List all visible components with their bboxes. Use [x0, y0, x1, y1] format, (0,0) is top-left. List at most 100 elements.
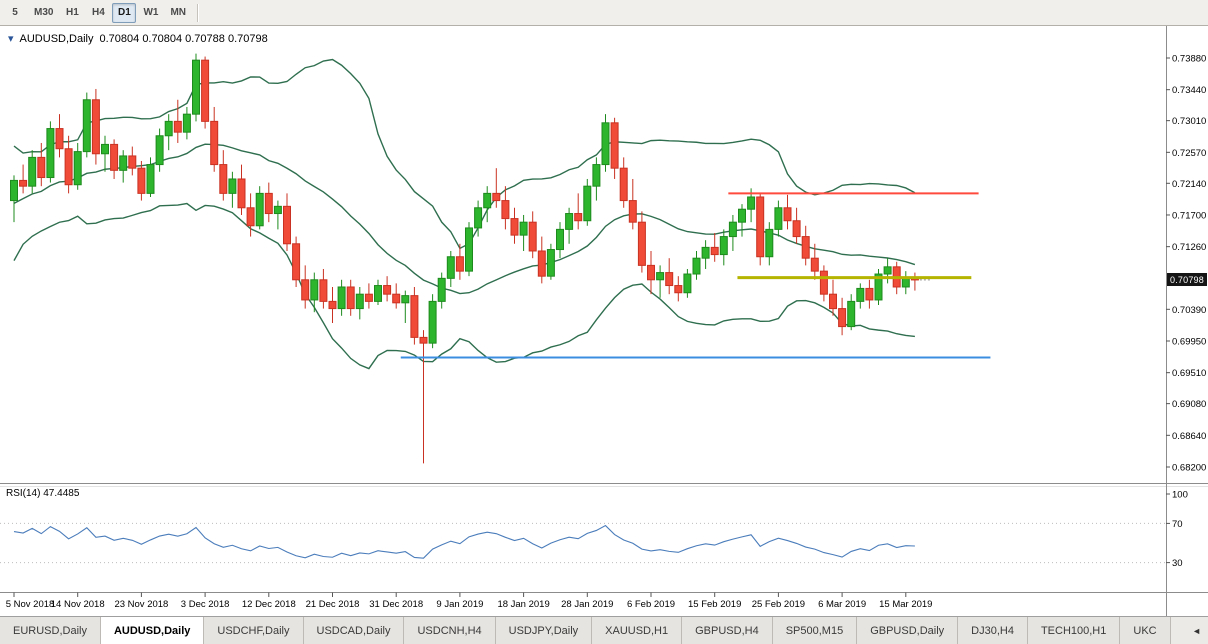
candle-bearish	[829, 293, 837, 310]
tab-ukc[interactable]: UKC	[1120, 617, 1171, 644]
rsi-line	[13, 524, 915, 559]
date-axis-label: 18 Jan 2019	[497, 599, 549, 610]
candle-bearish	[210, 120, 219, 166]
candle-bullish	[728, 221, 737, 238]
candle-bearish	[19, 179, 28, 187]
candle-bearish	[110, 143, 119, 171]
candle-bullish	[119, 155, 128, 171]
date-axis-label: 31 Dec 2018	[369, 599, 423, 610]
date-axis-label: 15 Mar 2019	[879, 599, 932, 610]
candle-bearish	[392, 293, 401, 304]
candle-bullish	[428, 300, 437, 344]
candle-bearish	[710, 246, 719, 256]
candle-bearish	[492, 192, 501, 202]
candle-bullish	[546, 249, 555, 277]
tab-xauusd-h1[interactable]: XAUUSD,H1	[592, 617, 683, 644]
candle-bullish	[164, 120, 173, 137]
chart-symbol-label: AUDUSD,Daily	[19, 33, 94, 45]
candle-bullish	[101, 143, 109, 155]
tab-eurusd-daily[interactable]: EURUSD,Daily	[0, 617, 101, 644]
candle-bearish	[201, 59, 210, 122]
price-chart-canvas[interactable]: 0.73880 0.73440 0.73010 0.72570 0.72140 0.717…	[0, 26, 1208, 616]
candle-bullish	[601, 122, 610, 166]
timeframe-d1-button[interactable]: D1	[112, 2, 137, 23]
chart-ohlc-values: 0.70804 0.70804 0.70788 0.70798	[99, 33, 268, 45]
candle-bullish	[519, 221, 528, 236]
candle-bearish	[137, 167, 146, 194]
candle-bullish	[483, 192, 492, 209]
candle-bullish	[556, 228, 564, 251]
timeframe-m30-button[interactable]: M30	[34, 7, 54, 18]
timeframe-w1-button[interactable]: W1	[143, 7, 159, 18]
candle-bearish	[264, 192, 273, 215]
candle-bearish	[292, 243, 301, 281]
candle-bearish	[37, 156, 46, 179]
price-axis-label: 0.73880	[1172, 54, 1206, 65]
tab-gbpusd-h4[interactable]: GBPUSD,H4	[682, 617, 773, 644]
candle-bullish	[310, 279, 319, 301]
bollinger-upper-band	[13, 58, 916, 250]
date-axis-label: 3 Dec 2018	[181, 599, 230, 610]
candle-bearish	[246, 207, 255, 227]
candle-bearish	[346, 286, 355, 310]
tab-tech100-h1[interactable]: TECH100,H1	[1027, 617, 1121, 644]
chart-dropdown-icon[interactable]: ▾	[8, 32, 14, 45]
toolbar-separator	[197, 3, 200, 22]
candle-bullish	[701, 246, 710, 259]
candle-bearish	[319, 279, 328, 302]
candle-bullish	[592, 164, 601, 187]
candle-bullish	[738, 208, 746, 223]
date-axis-label: 25 Feb 2019	[752, 599, 805, 610]
candle-bullish	[401, 295, 410, 304]
candle-bullish	[656, 272, 665, 281]
candle-bearish	[792, 220, 801, 238]
bollinger-middle-band	[13, 143, 916, 295]
tab-usdjpy-daily[interactable]: USDJPY,Daily	[495, 617, 593, 644]
candle-bullish	[474, 207, 483, 229]
tab-usdcnh-h4[interactable]: USDCNH,H4	[404, 617, 496, 644]
candle-bullish	[583, 185, 592, 222]
price-axis-label: 0.73010	[1172, 116, 1206, 127]
candle-bearish	[301, 279, 310, 301]
symbol-tab-bar: EURUSD,Daily AUDUSD,Daily USDCHF,Daily U…	[0, 616, 1208, 644]
candle-bearish	[455, 256, 464, 272]
candle-bullish	[355, 293, 364, 310]
tab-gbpusd-daily[interactable]: GBPUSD,Daily	[857, 617, 959, 644]
price-axis-label: 0.72570	[1172, 148, 1206, 159]
candle-bearish	[756, 196, 765, 258]
tab-usdchf-daily[interactable]: USDCHF,Daily	[204, 617, 304, 644]
tab-usdcad-daily[interactable]: USDCAD,Daily	[303, 617, 405, 644]
candle-bullish	[565, 213, 574, 230]
timeframe-m5-button[interactable]: 5	[12, 7, 18, 18]
date-axis-label: 21 Dec 2018	[306, 599, 360, 610]
timeframe-h1-button[interactable]: H1	[66, 7, 79, 18]
rsi-indicator-title: RSI(14) 47.4485	[6, 488, 79, 499]
candle-bearish	[665, 272, 674, 287]
tab-scroll-left-icon[interactable]: ◄	[1192, 625, 1201, 636]
bollinger-lower-band	[13, 202, 915, 370]
date-axis-label: 15 Feb 2019	[688, 599, 741, 610]
candle-bearish	[637, 221, 646, 266]
chart-title: ▾ AUDUSD,Daily 0.70804 0.70804 0.70788 0…	[8, 33, 268, 45]
candle-bullish	[437, 277, 446, 302]
tab-audusd-daily[interactable]: AUDUSD,Daily	[100, 617, 205, 644]
rsi-axis-label: 30	[1172, 558, 1183, 569]
chart-window: 0.73880 0.73440 0.73010 0.72570 0.72140 0.717…	[0, 26, 1208, 616]
candle-bearish	[64, 148, 73, 186]
price-axis-label: 0.71260	[1172, 242, 1206, 253]
price-axis-label: 0.70390	[1172, 305, 1206, 316]
candle-bullish	[82, 99, 91, 153]
tab-sp500-m15[interactable]: SP500,M15	[772, 617, 858, 644]
candle-bearish	[219, 164, 228, 194]
date-axis-label: 9 Jan 2019	[436, 599, 483, 610]
candle-bullish	[883, 266, 892, 275]
candle-bearish	[628, 200, 637, 223]
candle-bullish	[774, 207, 783, 230]
timeframe-toolbar: 5 M30 H1 H4 D1 W1 MN	[0, 0, 1208, 26]
timeframe-mn-button[interactable]: MN	[170, 7, 187, 18]
tab-dj30-h4[interactable]: DJ30,H4	[958, 617, 1028, 644]
timeframe-h4-button[interactable]: H4	[92, 7, 105, 18]
candle-bearish	[283, 205, 291, 245]
date-axis-label: 12 Dec 2018	[242, 599, 296, 610]
rsi-axis-label: 70	[1172, 519, 1183, 530]
